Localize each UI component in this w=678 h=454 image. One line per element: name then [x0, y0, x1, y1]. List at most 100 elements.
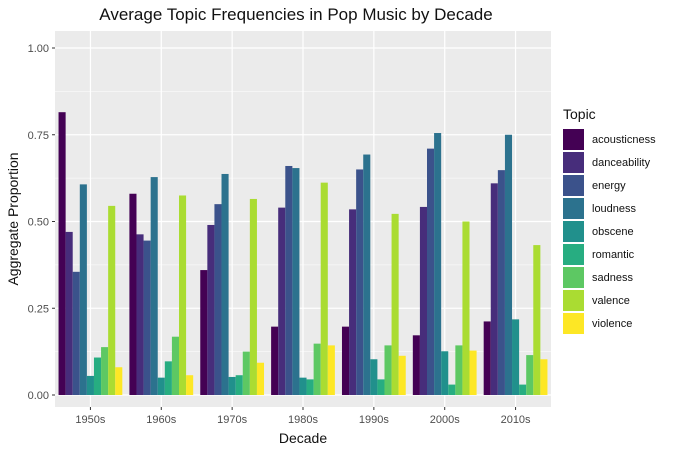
bar-valence-1990s	[391, 213, 399, 395]
x-tick-label: 2000s	[430, 414, 460, 426]
bar-sadness-2000s	[455, 345, 463, 395]
legend-key-energy	[563, 175, 584, 196]
y-tick-label: 0.50	[28, 217, 49, 229]
legend-label: energy	[592, 179, 626, 192]
bar-acousticness-2010s	[483, 321, 491, 395]
chart-title: Average Topic Frequencies in Pop Music b…	[99, 5, 493, 24]
bar-energy-1970s	[214, 204, 222, 395]
bar-danceability-2000s	[419, 206, 427, 395]
x-tick-label: 1970s	[217, 414, 247, 426]
y-tick-label: 0.00	[28, 390, 49, 402]
legend-label: danceability	[592, 156, 651, 169]
y-tick-label: 0.75	[28, 130, 49, 142]
legend-title: Topic	[563, 106, 596, 122]
bar-violence-1960s	[186, 375, 194, 395]
y-tick-label: 1.00	[28, 43, 49, 55]
x-axis-title: Decade	[279, 430, 327, 446]
bar-obscene-1980s	[299, 377, 307, 395]
bar-loudness-2010s	[504, 134, 513, 395]
x-tick-label: 1960s	[146, 414, 176, 426]
bar-obscene-1950s	[86, 375, 94, 395]
bar-violence-1970s	[256, 362, 265, 395]
legend-item-obscene: obscene	[563, 220, 675, 243]
bar-danceability-1970s	[207, 224, 215, 395]
bar-energy-2000s	[427, 148, 435, 395]
legend-label: loudness	[592, 202, 637, 215]
bar-energy-1960s	[143, 240, 151, 395]
bar-obscene-2010s	[512, 319, 520, 395]
bar-valence-2000s	[462, 221, 470, 395]
legend-key-romantic	[563, 244, 584, 265]
legend-item-danceability: danceability	[563, 151, 675, 174]
legend-label: valence	[592, 294, 630, 307]
legend-key-sadness	[563, 267, 584, 288]
bar-danceability-1980s	[278, 207, 286, 395]
bar-danceability-2010s	[490, 183, 498, 395]
bar-danceability-1950s	[65, 231, 73, 395]
legend-item-sadness: sadness	[563, 266, 675, 289]
bar-valence-1980s	[320, 182, 328, 395]
bar-romantic-1980s	[306, 379, 314, 395]
bar-acousticness-1980s	[271, 326, 279, 395]
bar-violence-1950s	[115, 367, 123, 395]
bar-romantic-2000s	[448, 384, 456, 395]
bar-valence-2010s	[533, 245, 541, 395]
legend-item-romantic: romantic	[563, 243, 675, 266]
bar-sadness-1960s	[171, 336, 179, 395]
legend-label: acousticness	[592, 133, 656, 146]
legend-label: obscene	[592, 225, 634, 238]
legend-item-energy: energy	[563, 174, 675, 197]
bar-loudness-1960s	[150, 177, 158, 395]
bar-violence-2010s	[540, 359, 548, 395]
bar-sadness-1980s	[313, 343, 321, 395]
bar-energy-2010s	[497, 170, 505, 395]
bar-obscene-1960s	[157, 377, 165, 395]
bar-acousticness-2000s	[412, 335, 420, 395]
bar-sadness-1990s	[384, 345, 392, 395]
legend-key-loudness	[563, 198, 584, 219]
bar-loudness-1980s	[292, 168, 300, 395]
legend-label: sadness	[592, 271, 633, 284]
bar-acousticness-1970s	[200, 270, 208, 395]
legend-item-violence: violence	[563, 312, 675, 335]
legend-item-valence: valence	[563, 289, 675, 312]
bar-sadness-1950s	[101, 347, 109, 395]
bar-romantic-1960s	[164, 361, 172, 395]
bar-romantic-1990s	[377, 379, 385, 395]
bar-obscene-2000s	[441, 351, 449, 395]
x-tick-label: 1990s	[359, 414, 389, 426]
bar-acousticness-1990s	[341, 326, 350, 395]
bar-sadness-2010s	[526, 355, 534, 395]
bar-loudness-1970s	[221, 173, 229, 395]
y-axis-title: Aggregate Proportion	[5, 152, 21, 285]
bar-romantic-1950s	[93, 357, 102, 395]
legend-item-loudness: loudness	[563, 197, 675, 220]
bar-loudness-1950s	[79, 184, 87, 395]
x-tick-label: 1950s	[75, 414, 105, 426]
bar-danceability-1990s	[349, 209, 357, 395]
bar-energy-1980s	[285, 165, 293, 395]
bar-loudness-1990s	[363, 154, 371, 395]
bar-acousticness-1960s	[129, 193, 137, 395]
bar-energy-1990s	[356, 169, 364, 395]
legend-key-acousticness	[563, 129, 584, 150]
legend-key-violence	[563, 313, 584, 334]
legend-items: acousticness danceability energy loudness ob…	[563, 128, 675, 335]
legend-label: violence	[592, 317, 633, 330]
bar-valence-1960s	[179, 195, 187, 395]
bar-violence-1990s	[398, 355, 406, 395]
bar-romantic-1970s	[235, 375, 243, 395]
bar-valence-1950s	[108, 205, 116, 395]
bar-valence-1970s	[249, 198, 257, 395]
legend-key-obscene	[563, 221, 584, 242]
bar-loudness-2000s	[434, 133, 442, 395]
bar-romantic-2010s	[519, 384, 527, 395]
bar-violence-2000s	[469, 350, 477, 395]
bar-sadness-1970s	[242, 351, 250, 395]
bar-energy-1950s	[72, 271, 80, 395]
legend-key-danceability	[563, 152, 584, 173]
bar-violence-1980s	[327, 345, 335, 395]
y-tick-label: 0.25	[28, 303, 49, 315]
